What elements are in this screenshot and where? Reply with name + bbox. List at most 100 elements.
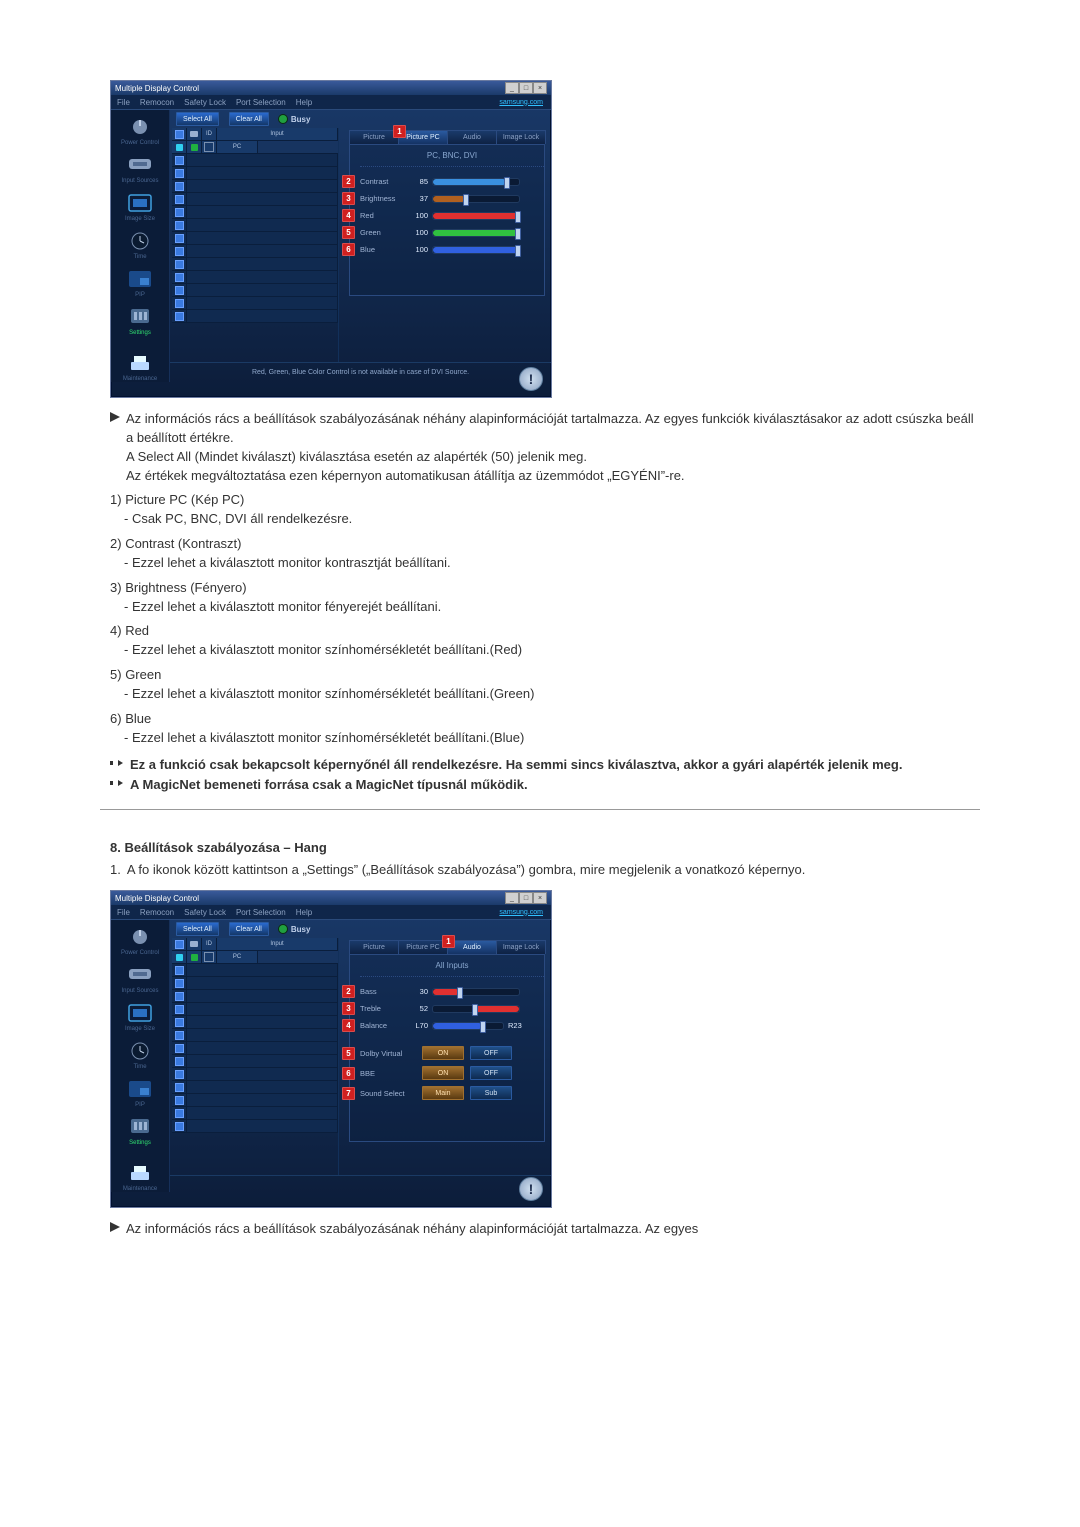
row-check[interactable]	[175, 966, 184, 975]
sound-sub-button[interactable]: Sub	[470, 1086, 512, 1100]
row-check[interactable]	[175, 1044, 184, 1053]
menubar: File Remocon Safety Lock Port Selection …	[111, 905, 551, 920]
slider-blue[interactable]	[432, 246, 520, 254]
check-all-icon[interactable]	[175, 130, 184, 139]
sidebar-maintenance[interactable]: Maintenance	[116, 352, 164, 382]
sidebar-pip[interactable]: PIP	[116, 268, 164, 298]
sidebar-image-size[interactable]: Image Size	[116, 1002, 164, 1032]
row-check[interactable]	[175, 1005, 184, 1014]
sidebar-time[interactable]: Time	[116, 230, 164, 260]
slider-bass[interactable]	[432, 988, 520, 996]
row-dolby: 5 Dolby Virtual ON OFF	[360, 1046, 544, 1060]
tab-picture[interactable]: Picture	[349, 130, 399, 144]
row-check[interactable]	[175, 273, 184, 282]
row-check[interactable]	[175, 312, 184, 321]
menu-portselection[interactable]: Port Selection	[236, 98, 286, 107]
tab-image-lock[interactable]: Image Lock	[496, 130, 546, 144]
window-minimize-button[interactable]: _	[505, 82, 519, 94]
menu-file[interactable]: File	[117, 908, 130, 917]
window-close-button[interactable]: ×	[533, 892, 547, 904]
menu-safetylock[interactable]: Safety Lock	[184, 908, 226, 917]
menu-safetylock[interactable]: Safety Lock	[184, 98, 226, 107]
check-all-icon[interactable]	[175, 940, 184, 949]
callout-5: 5	[342, 226, 355, 239]
info-button[interactable]: !	[519, 367, 543, 391]
slider-brightness[interactable]	[432, 195, 520, 203]
busy-dot-icon	[279, 115, 287, 123]
select-all-button[interactable]: Select All	[176, 112, 219, 126]
sidebar-input-sources[interactable]: Input Sources	[116, 964, 164, 994]
menu-help[interactable]: Help	[296, 908, 312, 917]
power-icon[interactable]	[191, 144, 198, 151]
row-check[interactable]	[175, 182, 184, 191]
dolby-off-button[interactable]: OFF	[470, 1046, 512, 1060]
bbe-off-button[interactable]: OFF	[470, 1066, 512, 1080]
sidebar-settings[interactable]: Settings	[116, 1116, 164, 1146]
sidebar-time[interactable]: Time	[116, 1040, 164, 1070]
row-check[interactable]	[175, 169, 184, 178]
menu-file[interactable]: File	[117, 98, 130, 107]
sidebar-settings[interactable]: Settings	[116, 306, 164, 336]
row-check[interactable]	[175, 234, 184, 243]
input-icon[interactable]	[176, 954, 183, 961]
row-check[interactable]	[175, 156, 184, 165]
slider-treble[interactable]	[432, 1005, 520, 1013]
sidebar-input-sources[interactable]: Input Sources	[116, 154, 164, 184]
slider-green[interactable]	[432, 229, 520, 237]
input-icon[interactable]	[176, 144, 183, 151]
row-check[interactable]	[175, 299, 184, 308]
row-check[interactable]	[175, 1031, 184, 1040]
tab-picture-pc[interactable]: 1 Picture PC	[398, 130, 448, 144]
sidebar-maintenance[interactable]: Maintenance	[116, 1162, 164, 1192]
row-check[interactable]	[175, 208, 184, 217]
window-minimize-button[interactable]: _	[505, 892, 519, 904]
sidebar-power-control[interactable]: Power Control	[116, 116, 164, 146]
bbe-on-button[interactable]: ON	[422, 1066, 464, 1080]
menu-remocon[interactable]: Remocon	[140, 98, 174, 107]
row-check[interactable]	[175, 1070, 184, 1079]
row-check[interactable]	[175, 286, 184, 295]
slider-balance[interactable]	[432, 1022, 504, 1030]
row-check[interactable]	[175, 247, 184, 256]
clear-all-button[interactable]: Clear All	[229, 922, 269, 936]
row-check[interactable]	[175, 992, 184, 1001]
row-check[interactable]	[175, 1083, 184, 1092]
tab-picture[interactable]: Picture	[349, 940, 399, 954]
window-maximize-button[interactable]: □	[519, 892, 533, 904]
select-all-button[interactable]: Select All	[176, 922, 219, 936]
samsung-link[interactable]: samsung.com	[499, 909, 543, 916]
sound-main-button[interactable]: Main	[422, 1086, 464, 1100]
select-icon[interactable]	[204, 952, 214, 962]
row-check[interactable]	[175, 260, 184, 269]
window-maximize-button[interactable]: □	[519, 82, 533, 94]
tab-image-lock[interactable]: Image Lock	[496, 940, 546, 954]
window-close-button[interactable]: ×	[533, 82, 547, 94]
power-icon[interactable]	[191, 954, 198, 961]
row-check[interactable]	[175, 1096, 184, 1105]
display-grid: ID Input PC	[172, 128, 339, 362]
sidebar-image-size[interactable]: Image Size	[116, 192, 164, 222]
row-check[interactable]	[175, 1109, 184, 1118]
row-balance: 4 Balance L70 R23	[360, 1021, 544, 1030]
row-check[interactable]	[175, 1018, 184, 1027]
clear-all-button[interactable]: Clear All	[229, 112, 269, 126]
info-button[interactable]: !	[519, 1177, 543, 1201]
row-check[interactable]	[175, 979, 184, 988]
sidebar-power-control[interactable]: Power Control	[116, 926, 164, 956]
menu-help[interactable]: Help	[296, 98, 312, 107]
tab-picture-pc[interactable]: Picture PC	[398, 940, 448, 954]
sidebar-pip[interactable]: PIP	[116, 1078, 164, 1108]
row-check[interactable]	[175, 1122, 184, 1131]
row-check[interactable]	[175, 195, 184, 204]
row-check[interactable]	[175, 1057, 184, 1066]
slider-contrast[interactable]	[432, 178, 520, 186]
menu-portselection[interactable]: Port Selection	[236, 908, 286, 917]
menu-remocon[interactable]: Remocon	[140, 908, 174, 917]
slider-red[interactable]	[432, 212, 520, 220]
tab-audio[interactable]: Audio	[447, 130, 497, 144]
samsung-link[interactable]: samsung.com	[499, 99, 543, 106]
tab-audio[interactable]: 1 Audio	[447, 940, 497, 954]
dolby-on-button[interactable]: ON	[422, 1046, 464, 1060]
select-icon[interactable]	[204, 142, 214, 152]
row-check[interactable]	[175, 221, 184, 230]
